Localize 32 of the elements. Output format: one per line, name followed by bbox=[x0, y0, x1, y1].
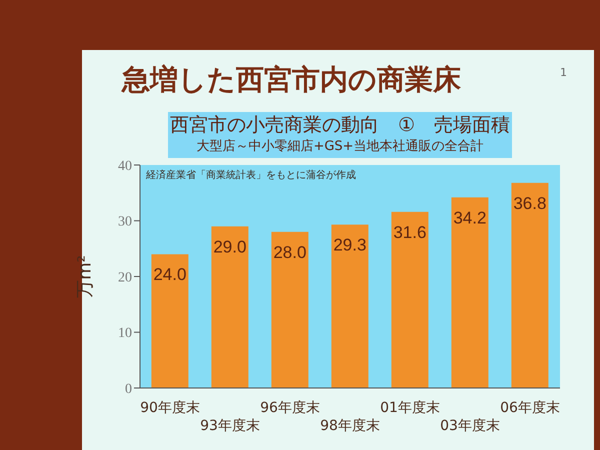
bar bbox=[391, 212, 428, 388]
y-tick-label: 0 bbox=[125, 382, 132, 397]
bar bbox=[271, 232, 308, 388]
data-label: 24.0 bbox=[153, 265, 186, 284]
x-tick-label: 01年度末 bbox=[380, 400, 440, 416]
data-label: 28.0 bbox=[273, 242, 306, 262]
y-tick-label: 30 bbox=[118, 214, 132, 230]
y-axis-title: 万m² bbox=[74, 255, 96, 298]
x-tick-label: 96年度末 bbox=[260, 400, 320, 416]
bar bbox=[151, 254, 188, 388]
data-label: 36.8 bbox=[513, 194, 546, 213]
y-tick-label: 10 bbox=[118, 326, 132, 342]
chart-title: 急増した西宮市内の商業床 bbox=[122, 63, 461, 97]
data-label: 34.2 bbox=[453, 208, 486, 228]
x-tick-label: 06年度末 bbox=[500, 400, 560, 416]
x-tick-label: 90年度末 bbox=[140, 400, 200, 416]
data-label: 29.0 bbox=[213, 237, 246, 256]
bar bbox=[451, 197, 488, 388]
x-tick-label: 03年度末 bbox=[440, 418, 500, 434]
text: 1 bbox=[560, 66, 567, 79]
bar bbox=[211, 226, 248, 388]
bar bbox=[331, 224, 368, 388]
y-tick-label: 20 bbox=[118, 270, 132, 286]
data-label: 29.3 bbox=[333, 236, 366, 255]
data-label: 31.6 bbox=[393, 222, 426, 242]
text: 大型店～中小零細店+GS+当地本社通販の全合計 bbox=[195, 138, 485, 156]
annotation: 経済産業省「商業統計表」をもとに蒲谷が作成 bbox=[146, 170, 356, 182]
chart-subtitle: 西宮市の小売商業の動向 ① 売場面積 bbox=[168, 113, 512, 138]
x-tick-label: 93年度末 bbox=[200, 418, 260, 434]
x-tick-label: 98年度末 bbox=[320, 418, 380, 434]
y-tick-label: 40 bbox=[118, 158, 132, 174]
bar bbox=[511, 182, 548, 388]
